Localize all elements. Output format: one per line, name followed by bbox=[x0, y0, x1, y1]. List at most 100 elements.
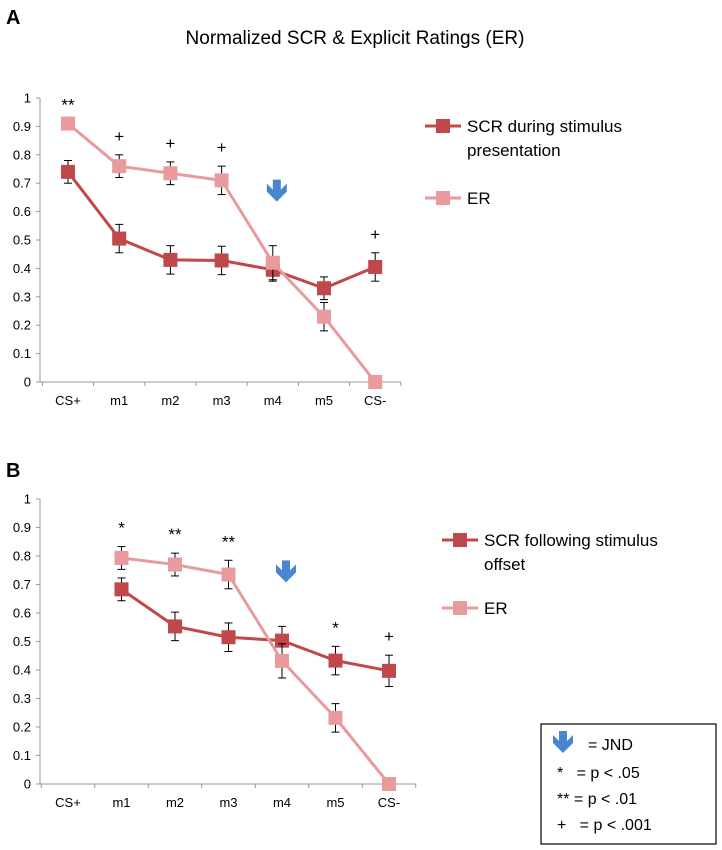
x-tick-label: m2 bbox=[166, 795, 184, 810]
legend-label: presentation bbox=[467, 141, 561, 160]
data-point bbox=[114, 550, 129, 565]
data-point bbox=[328, 710, 343, 725]
y-tick-label: 0.8 bbox=[13, 549, 31, 564]
legend-label: SCR during stimulus bbox=[467, 117, 622, 136]
y-tick-label: 0.7 bbox=[13, 176, 31, 191]
significance-marker: + bbox=[370, 225, 380, 244]
data-point bbox=[168, 557, 182, 572]
data-point bbox=[382, 777, 396, 791]
y-tick-label: 0.6 bbox=[13, 606, 31, 621]
x-tick-label: m5 bbox=[326, 795, 344, 810]
y-tick-label: 0.6 bbox=[13, 204, 31, 219]
data-point bbox=[214, 253, 229, 268]
legend-label: offset bbox=[484, 555, 526, 574]
data-point bbox=[112, 231, 127, 246]
data-point bbox=[317, 309, 331, 324]
x-tick-label: CS+ bbox=[55, 393, 81, 408]
y-tick-label: 1 bbox=[24, 91, 31, 106]
legend-label: ER bbox=[484, 599, 508, 618]
x-tick-label: m2 bbox=[161, 393, 179, 408]
series-line bbox=[121, 556, 391, 785]
data-point bbox=[61, 164, 75, 179]
data-point bbox=[328, 653, 343, 668]
panel-letter: A bbox=[6, 7, 20, 29]
y-tick-label: 0.9 bbox=[13, 119, 31, 134]
panel-a: A 0 0.1 0.2 0.3 0.4 0.5 0.6 0.7 0.8 0.9 1 CS+ m1 m2 m3 m… bbox=[6, 7, 622, 408]
data-point bbox=[221, 567, 236, 582]
x-tick-label: m3 bbox=[213, 393, 231, 408]
significance-marker: + bbox=[217, 138, 227, 157]
key-p05: * = p < .05 bbox=[557, 765, 640, 782]
data-point bbox=[163, 166, 178, 181]
x-tick-label: m1 bbox=[112, 795, 130, 810]
panel-b: B 0 0.1 0.2 0.3 0.4 0.5 0.6 0.7 0.8 0.9 1 CS+ m1 m2 m3 m… bbox=[6, 460, 658, 810]
x-tick-label: CS+ bbox=[55, 795, 81, 810]
series-line bbox=[120, 588, 390, 673]
series-er bbox=[114, 546, 396, 791]
x-tick-label: CS- bbox=[364, 393, 386, 408]
x-tick-label: CS- bbox=[378, 795, 400, 810]
data-point bbox=[221, 630, 236, 645]
significance-marker: + bbox=[165, 134, 175, 153]
significance-marker: ** bbox=[222, 532, 236, 551]
data-point bbox=[275, 653, 289, 668]
y-tick-label: 0.5 bbox=[13, 233, 31, 248]
y-tick-label: 0.2 bbox=[13, 720, 31, 735]
jnd-arrow-icon bbox=[266, 179, 287, 202]
legend-label: ER bbox=[467, 189, 491, 208]
x-tick-label: m4 bbox=[273, 795, 291, 810]
x-tick-label: m5 bbox=[315, 393, 333, 408]
y-tick-label: 0.1 bbox=[13, 748, 31, 763]
series-scr bbox=[114, 577, 396, 688]
y-tick-label: 0.5 bbox=[13, 634, 31, 649]
significance-marker: * bbox=[332, 618, 339, 637]
x-tick-label: m3 bbox=[219, 795, 237, 810]
y-tick-label: 1 bbox=[24, 492, 31, 507]
data-point bbox=[61, 116, 75, 131]
data-point bbox=[163, 252, 178, 267]
data-point bbox=[368, 375, 383, 389]
x-tick-label: m1 bbox=[110, 393, 128, 408]
significance-key: = JND * = p < .05 ** = p < .01 + = p < .… bbox=[540, 723, 717, 845]
data-point bbox=[214, 173, 229, 188]
significance-marker: + bbox=[384, 627, 394, 646]
panel-letter: B bbox=[6, 460, 20, 482]
jnd-arrow-shape bbox=[266, 179, 287, 202]
data-point bbox=[368, 259, 383, 274]
legend-marker bbox=[436, 119, 450, 133]
y-tick-label: 0.3 bbox=[13, 289, 31, 304]
x-tick-label: m4 bbox=[264, 393, 282, 408]
significance-marker: + bbox=[114, 127, 124, 146]
y-tick-label: 0.8 bbox=[13, 147, 31, 162]
data-point bbox=[265, 255, 280, 270]
data-point bbox=[168, 619, 182, 634]
chart-title: Normalized SCR & Explicit Ratings (ER) bbox=[186, 28, 525, 49]
legend-label: SCR following stimulus bbox=[484, 531, 658, 550]
series-er bbox=[61, 116, 383, 389]
y-tick-label: 0.3 bbox=[13, 691, 31, 706]
significance-marker: ** bbox=[168, 525, 182, 544]
legend-marker bbox=[436, 191, 450, 205]
data-point bbox=[382, 663, 396, 678]
y-tick-label: 0.4 bbox=[13, 261, 31, 276]
y-tick-label: 0 bbox=[24, 777, 31, 792]
y-tick-label: 0.2 bbox=[13, 318, 31, 333]
y-tick-label: 0.7 bbox=[13, 577, 31, 592]
legend-marker bbox=[453, 601, 467, 615]
key-p01: ** = p < .01 bbox=[557, 791, 637, 808]
y-tick-label: 0.1 bbox=[13, 346, 31, 361]
key-jnd: = JND bbox=[588, 737, 633, 754]
data-point bbox=[114, 582, 129, 597]
y-tick-label: 0 bbox=[24, 375, 31, 390]
data-point bbox=[317, 281, 331, 296]
y-tick-label: 0.4 bbox=[13, 663, 31, 678]
data-point bbox=[112, 159, 127, 174]
significance-marker: ** bbox=[61, 96, 75, 115]
legend-marker bbox=[453, 533, 467, 547]
jnd-arrow-shape bbox=[276, 560, 296, 583]
significance-marker: * bbox=[118, 519, 125, 538]
key-p001: + = p < .001 bbox=[557, 817, 652, 834]
y-tick-label: 0.9 bbox=[13, 520, 31, 535]
jnd-arrow-icon bbox=[276, 560, 296, 583]
